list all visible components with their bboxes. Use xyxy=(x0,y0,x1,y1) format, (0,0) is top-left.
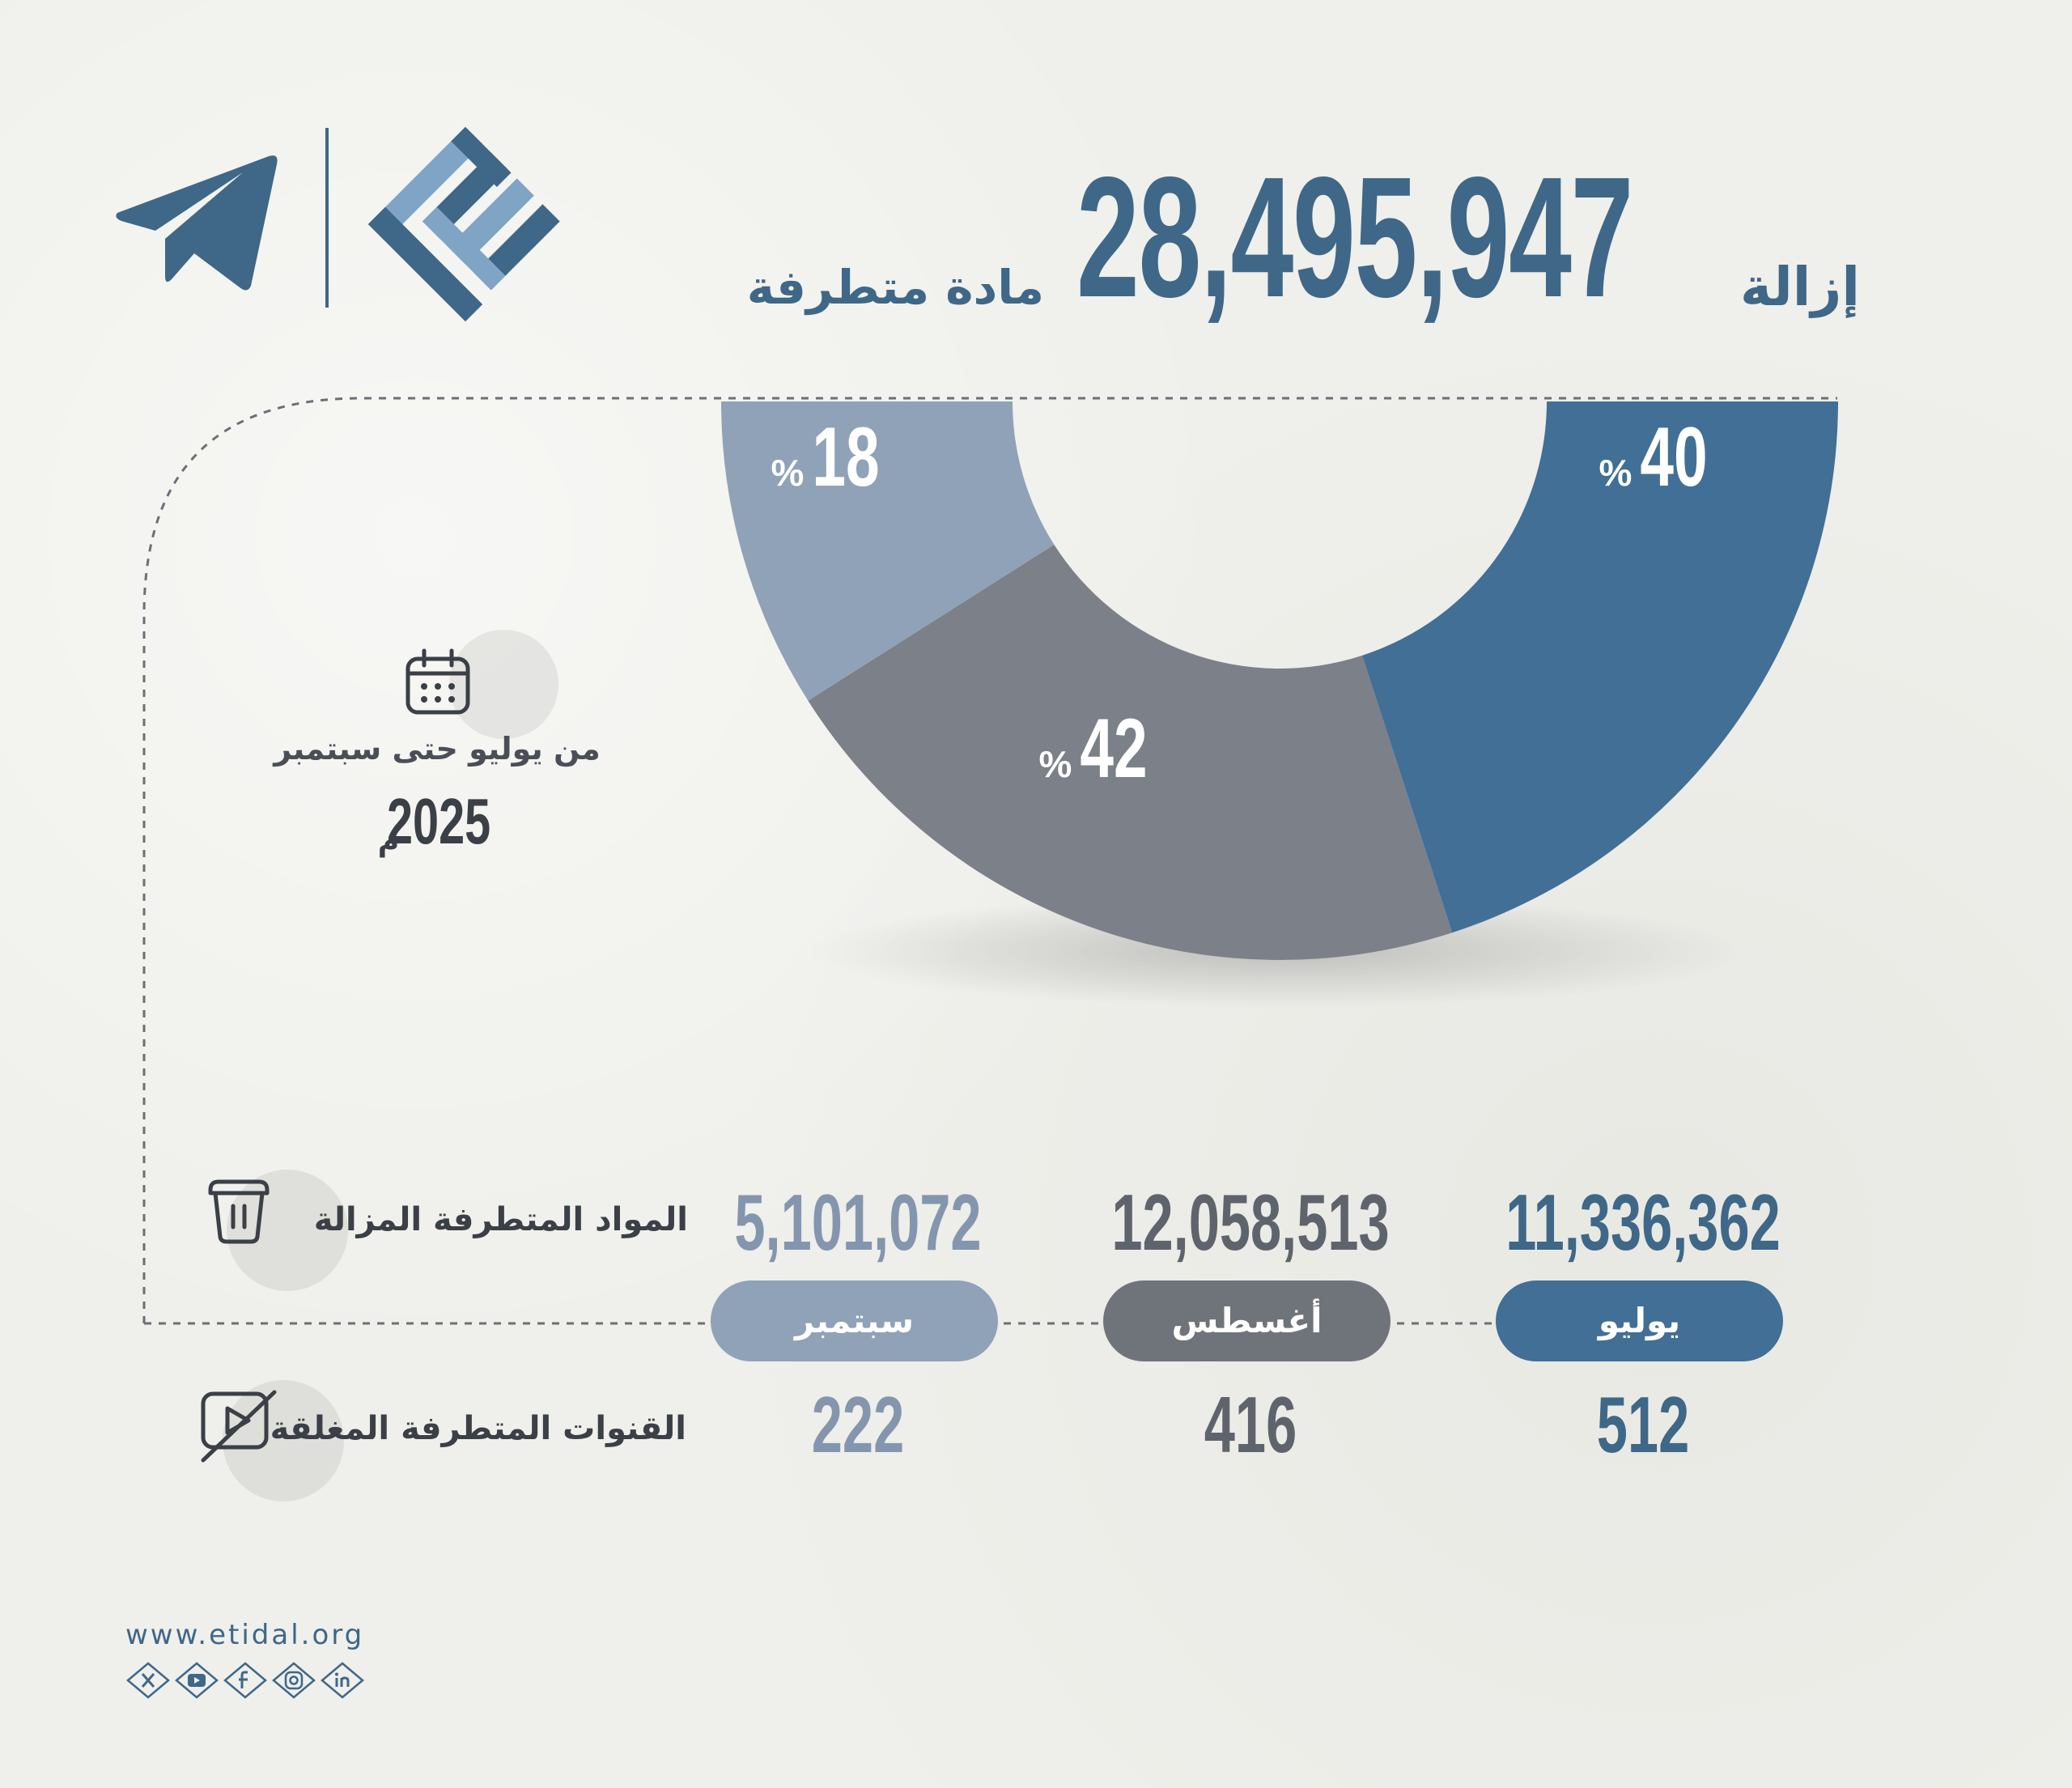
period-label: من يوليو حتى سبتمبر xyxy=(274,731,601,767)
month-pill-august: أغسطس xyxy=(1103,1280,1391,1361)
period-year: 2025 xyxy=(387,785,491,857)
etidal-logo xyxy=(367,126,560,322)
channel-backdrop xyxy=(223,1380,344,1501)
removed-materials-label: المواد المتطرفة المزالة xyxy=(313,1201,688,1238)
channels-september-value: 222 xyxy=(811,1380,905,1469)
blocked-video-icon xyxy=(201,1390,277,1463)
donut-slice-september xyxy=(721,401,1055,701)
channels-august-value: 416 xyxy=(1204,1380,1297,1469)
month-pill-september: سبتمبر xyxy=(711,1280,998,1361)
slice-unit-august: % xyxy=(1039,743,1072,785)
slice-label-september: 18 xyxy=(812,410,879,504)
telegram-icon xyxy=(116,155,278,291)
website-link[interactable]: www.etidal.org xyxy=(125,1619,365,1651)
facebook-icon[interactable] xyxy=(223,1661,268,1700)
slice-label-august: 42 xyxy=(1080,702,1147,796)
header-subtitle: مادة متطرفة xyxy=(746,260,1044,315)
period-year-suffix: م xyxy=(377,825,400,858)
donut-slice-july xyxy=(1361,401,1838,933)
removed-august-value: 12,058,513 xyxy=(1111,1178,1390,1267)
instagram-icon[interactable] xyxy=(271,1661,316,1700)
channels-july-value: 512 xyxy=(1596,1380,1690,1469)
calendar-icon xyxy=(405,648,470,715)
month-pill-july: يوليو xyxy=(1496,1280,1783,1361)
trash-backdrop xyxy=(227,1170,348,1291)
x-icon[interactable] xyxy=(125,1661,171,1700)
header-divider xyxy=(325,128,329,308)
slice-label-july: 40 xyxy=(1640,410,1707,504)
closed-channels-label: القنوات المتطرفة المغلقة xyxy=(270,1410,686,1447)
youtube-icon[interactable] xyxy=(174,1661,219,1700)
removed-july-value: 11,336,362 xyxy=(1505,1178,1781,1267)
donut-slice-august xyxy=(808,544,1453,960)
slice-unit-july: % xyxy=(1599,452,1633,494)
linkedin-icon[interactable] xyxy=(320,1661,365,1700)
removed-september-value: 5,101,072 xyxy=(734,1178,982,1267)
slice-unit-september: % xyxy=(771,452,805,494)
header-removal-word: إزالة xyxy=(1739,256,1860,318)
trash-icon xyxy=(208,1179,270,1244)
